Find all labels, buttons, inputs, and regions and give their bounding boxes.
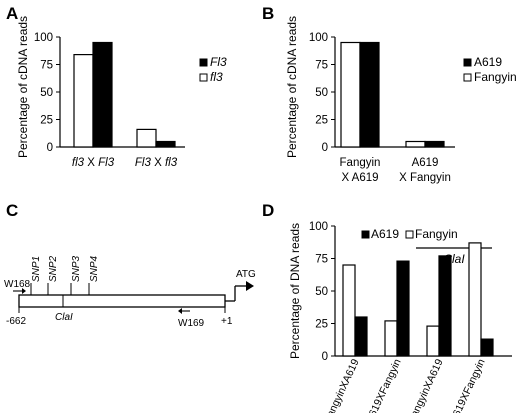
- panel-a-legend-label-fl3-recessive: fl3: [210, 70, 223, 84]
- panel-a-y-tick-label: 50: [40, 87, 53, 99]
- panel-a-legend-swatch-fl3-dominant: [199, 58, 208, 67]
- panel-d-y-tick-label: 25: [315, 319, 328, 331]
- panel-d-y-tick-label: 100: [309, 221, 328, 233]
- panel-b-legend-swatch-fangyin: [463, 73, 472, 82]
- panel-b-legend-label-a619: A619: [474, 55, 502, 69]
- panel-b-legend-label-fangyin: Fangyin: [474, 70, 517, 84]
- panel-b-bar-a619-2: [424, 140, 445, 148]
- panel-a-bar-fl3-2: [155, 140, 176, 148]
- panel-b-bar-a619-1: [359, 41, 380, 148]
- panel-a-y-tick-label: 75: [40, 60, 53, 72]
- panel-d-bar-fangyin-1: [342, 264, 356, 357]
- panel-a-legend-swatch-fl3-recessive: [199, 73, 208, 82]
- panel-a-bar-fl3-1: [73, 53, 94, 148]
- panel-b-legend-swatch-a619: [463, 58, 472, 67]
- panel-a-legend-label-fl3-dominant: Fl3: [210, 55, 227, 69]
- snp4-label: SNP4: [89, 255, 100, 282]
- panel-d-category-label: A619XFangyin: [448, 357, 488, 413]
- panel-a-bar-fl3-1: [92, 41, 113, 148]
- panel-a-y-tick-label: 25: [40, 115, 53, 127]
- chart-panel-d: A619 Fangyin ClaI Percentage of DNA read…: [288, 221, 512, 413]
- promoter-region-box: [18, 294, 226, 308]
- panel-b-bar-fangyin-1: [340, 41, 361, 148]
- chart-panel-a: Percentage of cDNA reads 0 25 50 75 100 fl3 …: [16, 16, 227, 169]
- start-position-label: -662: [6, 316, 26, 327]
- panel-d-y-tick-label: 50: [315, 286, 328, 298]
- panel-b-bar-fangyin-2: [405, 140, 426, 148]
- snp1-label: SNP1: [31, 256, 42, 282]
- snp3-label: SNP3: [71, 255, 82, 282]
- panel-d-legend-swatch-a619: [361, 230, 370, 239]
- panel-d-bar-a619-4: [480, 338, 494, 357]
- panel-d-category-label: FangyinXA619: [322, 357, 362, 413]
- atg-label: ATG: [236, 269, 256, 280]
- primer-w168-label: W168: [4, 279, 31, 290]
- panel-d-bar-a619-1: [354, 316, 368, 357]
- gene-map-panel-c: ATG -662 +1 SNP1 SNP2 SNP3 SNP4 ClaI W16…: [4, 255, 256, 329]
- panel-d-legend-label-fangyin: Fangyin: [415, 227, 458, 241]
- panel-b-category-1-label-line-2: X A619: [341, 172, 378, 184]
- panel-d-bar-a619-2: [396, 260, 410, 357]
- panel-a-category-1-label: fl3 X Fl3: [72, 157, 115, 169]
- panel-letter-b: B: [262, 4, 274, 23]
- panel-letter-a: A: [6, 4, 18, 23]
- panel-d-y-tick-label: 75: [315, 254, 328, 266]
- panel-letter-c: C: [6, 201, 18, 220]
- end-position-label: +1: [221, 316, 233, 327]
- panel-d-category-label: A619XFangyin: [364, 357, 404, 413]
- panel-d-bar-a619-3: [438, 255, 452, 357]
- panel-d-y-tick-label: 0: [322, 351, 328, 363]
- panel-d-legend-label-a619: A619: [371, 227, 399, 241]
- panel-a-bar-fl3-2: [136, 128, 157, 148]
- panel-a-y-axis-label: Percentage of cDNA reads: [16, 16, 30, 158]
- panel-b-y-axis-label: Percentage of cDNA reads: [285, 16, 299, 158]
- panel-a-category-2-label: Fl3 X fl3: [135, 157, 178, 169]
- panel-d-legend-swatch-fangyin: [405, 230, 414, 239]
- panel-d-bar-fangyin-2: [384, 320, 398, 357]
- panel-a-y-tick-label: 0: [47, 142, 53, 154]
- panel-d-y-axis-label: Percentage of DNA reads: [288, 223, 302, 359]
- panel-b-y-tick-label: 0: [322, 142, 328, 154]
- tss-arrow-head: [246, 281, 254, 291]
- panel-b-y-tick-label: 25: [315, 115, 328, 127]
- panel-d-category-label: FangyinXA619: [406, 357, 446, 413]
- chart-panel-b: Percentage of cDNA reads 0 25 50 75 100 Fang…: [285, 16, 517, 184]
- panel-d-bar-fangyin-3: [426, 325, 440, 357]
- clai-site-label: ClaI: [55, 312, 73, 323]
- panel-b-category-2-label-line-1: A619: [412, 157, 439, 169]
- panel-b-category-2-label-line-2: X Fangyin: [399, 172, 451, 184]
- snp2-label: SNP2: [48, 255, 59, 282]
- primer-w169-label: W169: [178, 318, 205, 329]
- panel-b-y-tick-label: 50: [315, 87, 328, 99]
- panel-d-bar-fangyin-4: [468, 242, 482, 357]
- panel-b-y-tick-label: 75: [315, 60, 328, 72]
- panel-b-y-tick-label: 100: [309, 32, 328, 44]
- panel-b-category-1-label-line-1: Fangyin: [340, 157, 381, 169]
- panel-a-y-tick-label: 100: [34, 32, 53, 44]
- panel-letter-d: D: [262, 201, 274, 220]
